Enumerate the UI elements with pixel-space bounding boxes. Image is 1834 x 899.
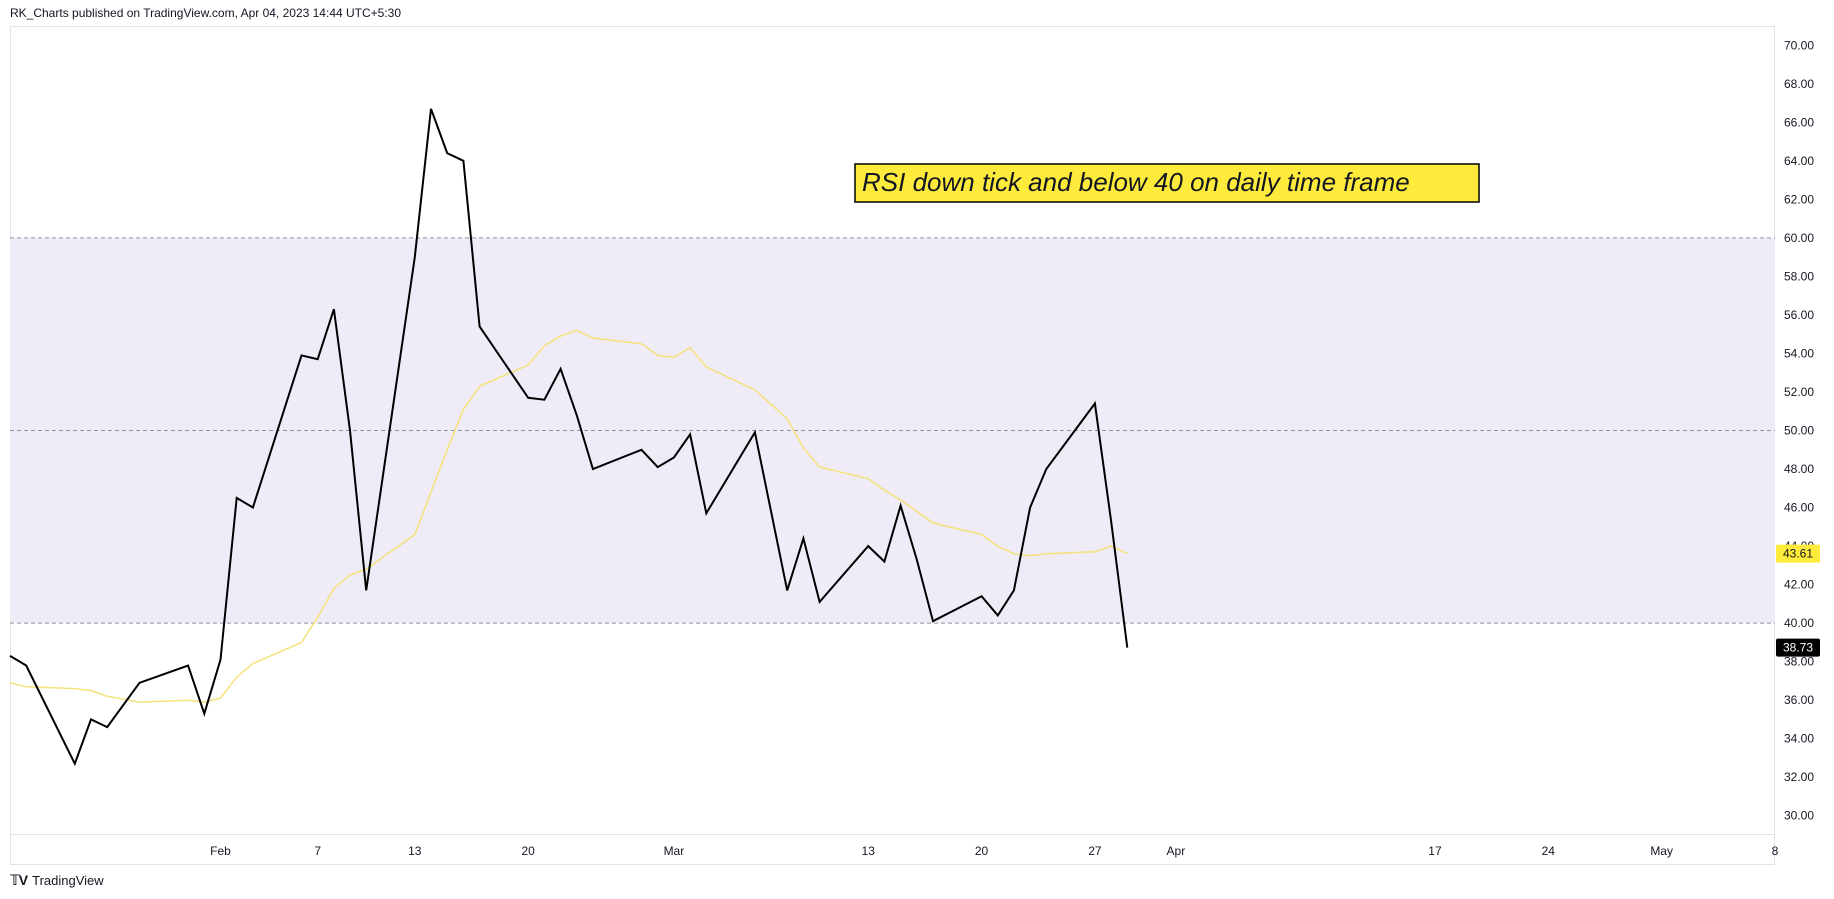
y-tick-label-9: 48.00 <box>1784 462 1814 476</box>
ma-line <box>9 329 1128 703</box>
y-tick-label-3: 36.00 <box>1784 693 1814 707</box>
x-tick-label-8: Apr <box>1167 844 1186 858</box>
rsi-value-badge-label: 38.73 <box>1783 641 1813 655</box>
y-tick-label-16: 62.00 <box>1784 192 1814 206</box>
band-layer <box>10 237 1775 624</box>
x-tick-label-12: 8 <box>1772 844 1779 858</box>
y-tick-label-8: 46.00 <box>1784 501 1814 515</box>
x-tick-label-9: 17 <box>1428 844 1442 858</box>
annotation-box <box>854 163 1480 203</box>
publisher-header: RK_Charts published on TradingView.com, … <box>10 6 402 20</box>
y-tick-label-13: 56.00 <box>1784 308 1814 322</box>
y-tick-label-14: 58.00 <box>1784 269 1814 283</box>
y-tick-label-18: 66.00 <box>1784 115 1814 129</box>
x-tick-label-0: Feb <box>210 844 231 858</box>
x-tick-label-2: 13 <box>408 844 422 858</box>
annotation-text: RSI down tick and below 40 on daily time… <box>862 167 1410 197</box>
y-axis: 30.0032.0034.0036.0038.0040.0042.0044.00… <box>1784 38 1814 822</box>
tradingview-logo-icon: 𝕋V <box>10 872 28 888</box>
x-tick-label-4: Mar <box>664 844 685 858</box>
x-tick-label-5: 13 <box>862 844 876 858</box>
x-tick-label-10: 24 <box>1542 844 1556 858</box>
y-tick-label-1: 32.00 <box>1784 770 1814 784</box>
y-tick-label-12: 54.00 <box>1784 346 1814 360</box>
y-tick-label-6: 42.00 <box>1784 578 1814 592</box>
x-tick-label-7: 27 <box>1088 844 1102 858</box>
ma-value-badge-label: 43.61 <box>1783 547 1813 561</box>
brand-label: TradingView <box>32 873 104 888</box>
x-tick-label-11: May <box>1650 844 1673 858</box>
price-badges: 43.61 38.73 <box>1776 544 1820 657</box>
y-tick-label-10: 50.00 <box>1784 424 1814 438</box>
x-axis: Feb 7 13 20 Mar 13 20 27 Apr 17 24 May 8 <box>210 844 1778 858</box>
y-tick-label-5: 40.00 <box>1784 616 1814 630</box>
ma-value-badge <box>1776 544 1820 563</box>
y-tick-label-15: 60.00 <box>1784 231 1814 245</box>
rsi-line <box>9 108 1129 767</box>
y-tick-label-2: 34.00 <box>1784 732 1814 746</box>
x-tick-label-3: 20 <box>521 844 535 858</box>
series-layer <box>9 108 1129 767</box>
y-tick-label-11: 52.00 <box>1784 385 1814 399</box>
y-tick-label-17: 64.00 <box>1784 154 1814 168</box>
x-tick-label-6: 20 <box>975 844 989 858</box>
rsi-value-badge <box>1776 638 1820 657</box>
y-tick-label-20: 70.00 <box>1784 38 1814 52</box>
y-tick-label-4: 38.00 <box>1784 655 1814 669</box>
tradingview-brand[interactable]: 𝕋V TradingView <box>10 872 104 889</box>
time-axis-frame <box>10 835 1775 865</box>
annotation-layer: RSI down tick and below 40 on daily time… <box>854 163 1480 203</box>
x-tick-label-1: 7 <box>314 844 321 858</box>
y-tick-label-0: 30.00 <box>1784 809 1814 823</box>
y-tick-label-19: 68.00 <box>1784 77 1814 91</box>
